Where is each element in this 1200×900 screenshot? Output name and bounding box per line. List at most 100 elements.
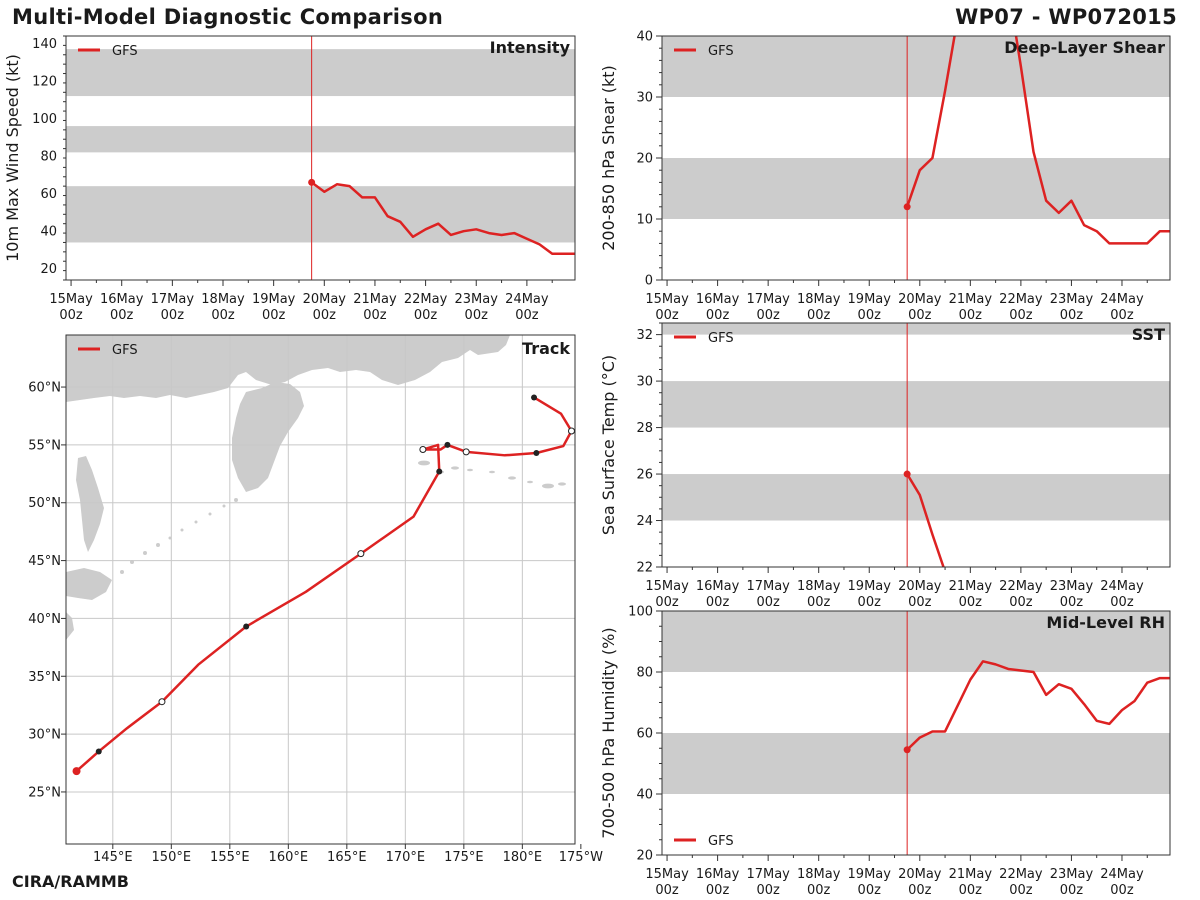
y-tick-label: 40 xyxy=(40,225,57,240)
lon-tick-label: 180°E xyxy=(503,850,543,865)
track-marker-00z xyxy=(95,748,102,755)
y-tick-label: 26 xyxy=(636,468,653,483)
initial-point xyxy=(903,746,911,754)
x-tick-label: 00z xyxy=(756,308,780,323)
x-tick-label: 00z xyxy=(858,308,882,323)
land-island xyxy=(234,498,238,502)
lat-tick-label: 45°N xyxy=(28,554,61,569)
x-tick-label: 21May xyxy=(353,292,397,307)
legend-label: GFS xyxy=(708,834,734,849)
track-marker-00z xyxy=(444,441,451,448)
y-tick-label: 24 xyxy=(636,514,653,529)
legend-label: GFS xyxy=(708,44,734,59)
shade-band xyxy=(66,126,575,153)
plot-frame xyxy=(661,322,1171,568)
x-tick-label: 15May xyxy=(645,579,689,594)
land-island xyxy=(418,460,430,466)
lon-tick-label: 150°E xyxy=(152,850,192,865)
y-tick-label: 60 xyxy=(40,187,57,202)
x-tick-label: 15May xyxy=(645,292,689,307)
x-tick-label: 19May xyxy=(848,292,892,307)
x-tick-label: 23May xyxy=(455,292,499,307)
x-tick-label: 00z xyxy=(363,308,387,323)
y-tick-label: 32 xyxy=(636,328,653,343)
lon-tick-label: 165°E xyxy=(327,850,367,865)
x-tick-label: 15May xyxy=(645,867,689,882)
x-tick-label: 00z xyxy=(959,308,983,323)
lat-tick-label: 60°N xyxy=(28,381,61,396)
x-tick-label: 00z xyxy=(655,883,679,898)
land-island xyxy=(467,468,473,472)
series-line-gfs xyxy=(906,660,1170,751)
x-tick-label: 00z xyxy=(1009,595,1033,610)
x-tick-label: 00z xyxy=(858,883,882,898)
x-tick-label: 00z xyxy=(959,883,983,898)
x-tick-label: 20May xyxy=(898,867,942,882)
shade-band xyxy=(662,158,1170,219)
plot-frame xyxy=(65,334,576,845)
x-tick-label: 00z xyxy=(908,595,932,610)
x-tick-label: 00z xyxy=(858,595,882,610)
y-tick-label: 140 xyxy=(32,37,57,52)
x-tick-label: 00z xyxy=(756,883,780,898)
y-tick-label: 100 xyxy=(628,605,653,620)
x-tick-label: 00z xyxy=(465,308,489,323)
x-tick-label: 17May xyxy=(151,292,195,307)
x-tick-label: 22May xyxy=(999,867,1043,882)
shade-band xyxy=(662,611,1170,672)
shade-band xyxy=(662,474,1170,521)
initial-point xyxy=(903,203,911,211)
x-tick-label: 19May xyxy=(252,292,296,307)
x-tick-label: 00z xyxy=(515,308,539,323)
x-tick-label: 19May xyxy=(848,579,892,594)
y-tick-label: 10 xyxy=(636,213,653,228)
lon-tick-label: 170°E xyxy=(386,850,426,865)
x-tick-label: 00z xyxy=(706,883,730,898)
land-island xyxy=(222,504,226,508)
track-marker-12z xyxy=(158,698,166,706)
lon-tick-label: 160°E xyxy=(269,850,309,865)
x-tick-label: 00z xyxy=(1110,308,1134,323)
shade-band xyxy=(66,49,575,97)
x-tick-label: 16May xyxy=(696,867,740,882)
series-line-gfs xyxy=(310,181,575,255)
shade-band xyxy=(662,36,1170,97)
x-tick-label: 00z xyxy=(161,308,185,323)
x-tick-label: 24May xyxy=(1100,867,1144,882)
track-line-gfs xyxy=(75,396,573,773)
lat-tick-label: 30°N xyxy=(28,728,61,743)
x-tick-label: 00z xyxy=(1110,883,1134,898)
x-tick-label: 16May xyxy=(696,292,740,307)
x-tick-label: 00z xyxy=(908,308,932,323)
land-island xyxy=(527,480,533,484)
x-tick-label: 00z xyxy=(110,308,134,323)
land-island xyxy=(143,551,147,555)
y-axis-label: 10m Max Wind Speed (kt) xyxy=(3,54,22,262)
y-tick-label: 28 xyxy=(636,421,653,436)
track-marker-12z xyxy=(462,448,470,456)
lat-tick-label: 35°N xyxy=(28,670,61,685)
land-island xyxy=(208,512,212,516)
panel-title: Intensity xyxy=(490,38,571,57)
x-tick-label: 00z xyxy=(959,595,983,610)
x-tick-label: 21May xyxy=(949,579,993,594)
lon-tick-label: 175°E xyxy=(444,850,484,865)
credit-label: CIRA/RAMMB xyxy=(12,872,129,891)
land-sakhalin xyxy=(76,456,104,552)
y-tick-label: 100 xyxy=(32,112,57,127)
x-tick-label: 20May xyxy=(898,579,942,594)
y-tick-label: 20 xyxy=(40,262,57,277)
track-marker-12z xyxy=(567,427,575,435)
x-tick-label: 24May xyxy=(1100,579,1144,594)
shade-band xyxy=(662,323,1170,335)
x-tick-label: 00z xyxy=(414,308,438,323)
x-tick-label: 22May xyxy=(999,292,1043,307)
lat-tick-label: 40°N xyxy=(28,612,61,627)
shear-panel: 01020304015May00z16May00z17May00z18May00… xyxy=(599,30,1171,323)
x-tick-label: 24May xyxy=(1100,292,1144,307)
land-hokkaido xyxy=(66,568,112,600)
x-tick-label: 00z xyxy=(706,595,730,610)
x-tick-label: 21May xyxy=(949,867,993,882)
x-tick-label: 23May xyxy=(1050,867,1094,882)
track-marker-00z xyxy=(533,449,540,456)
